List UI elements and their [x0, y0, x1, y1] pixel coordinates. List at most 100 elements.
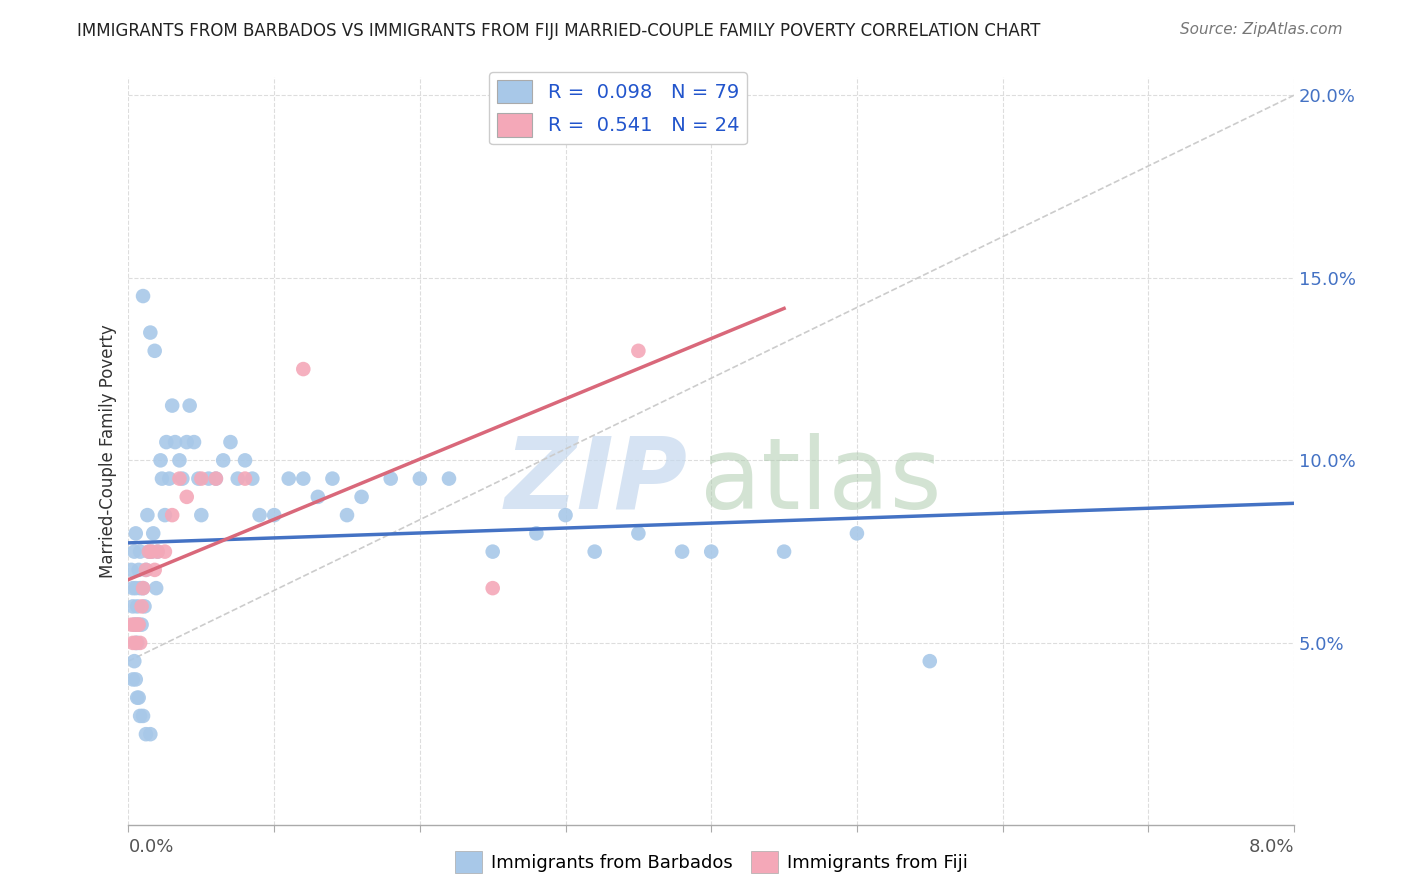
Point: [176, 435, 198, 450]
Point: [554, 508, 576, 522]
Point: [233, 453, 256, 467]
Point: [627, 343, 650, 358]
Point: [132, 581, 155, 595]
Point: [127, 599, 149, 614]
Point: [233, 472, 256, 486]
Point: [121, 636, 143, 650]
Text: IMMIGRANTS FROM BARBADOS VS IMMIGRANTS FROM FIJI MARRIED-COUPLE FAMILY POVERTY C: IMMIGRANTS FROM BARBADOS VS IMMIGRANTS F…: [77, 22, 1040, 40]
Point: [380, 472, 402, 486]
Point: [157, 472, 180, 486]
Point: [321, 472, 343, 486]
Point: [240, 472, 263, 486]
Point: [249, 508, 271, 522]
Point: [142, 526, 165, 541]
Point: [197, 472, 219, 486]
Point: [205, 472, 228, 486]
Point: [135, 563, 157, 577]
Point: [131, 599, 153, 614]
Point: [129, 544, 152, 558]
Point: [124, 617, 146, 632]
Point: [124, 654, 146, 668]
Point: [121, 673, 143, 687]
Point: [127, 617, 149, 632]
Point: [700, 544, 723, 558]
Point: [481, 581, 503, 595]
Point: [132, 581, 155, 595]
Point: [183, 435, 205, 450]
Point: [129, 636, 152, 650]
Point: [172, 472, 194, 486]
Point: [132, 289, 155, 303]
Point: [139, 727, 162, 741]
Point: [627, 526, 650, 541]
Point: [153, 544, 176, 558]
Point: [169, 472, 191, 486]
Point: [336, 508, 359, 522]
Point: [146, 544, 169, 558]
Point: [136, 508, 159, 522]
Point: [179, 399, 201, 413]
Point: [307, 490, 329, 504]
Point: [149, 453, 172, 467]
Point: [143, 343, 166, 358]
Point: [190, 472, 212, 486]
Point: [127, 636, 149, 650]
Point: [125, 636, 148, 650]
Point: [583, 544, 606, 558]
Point: [141, 544, 163, 558]
Point: [292, 472, 315, 486]
Point: [918, 654, 941, 668]
Point: [146, 544, 169, 558]
Text: 8.0%: 8.0%: [1249, 838, 1294, 856]
Point: [150, 472, 173, 486]
Point: [129, 709, 152, 723]
Point: [773, 544, 796, 558]
Point: [138, 544, 160, 558]
Point: [128, 690, 150, 705]
Point: [141, 544, 163, 558]
Point: [128, 617, 150, 632]
Point: [153, 508, 176, 522]
Point: [143, 563, 166, 577]
Point: [127, 690, 149, 705]
Point: [437, 472, 460, 486]
Text: Source: ZipAtlas.com: Source: ZipAtlas.com: [1180, 22, 1343, 37]
Point: [190, 508, 212, 522]
Point: [160, 399, 183, 413]
Point: [155, 435, 177, 450]
Point: [212, 453, 235, 467]
Point: [205, 472, 228, 486]
Point: [277, 472, 299, 486]
Point: [350, 490, 373, 504]
Point: [125, 636, 148, 650]
Point: [124, 617, 146, 632]
Point: [160, 508, 183, 522]
Point: [135, 563, 157, 577]
Y-axis label: Married-Couple Family Poverty: Married-Couple Family Poverty: [100, 325, 117, 578]
Point: [125, 617, 148, 632]
Point: [845, 526, 868, 541]
Point: [409, 472, 432, 486]
Point: [226, 472, 249, 486]
Point: [263, 508, 285, 522]
Point: [121, 599, 143, 614]
Point: [128, 617, 150, 632]
Point: [526, 526, 548, 541]
Point: [125, 526, 148, 541]
Legend: R =  0.098   N = 79, R =  0.541   N = 24: R = 0.098 N = 79, R = 0.541 N = 24: [489, 71, 747, 145]
Point: [145, 581, 167, 595]
Point: [135, 727, 157, 741]
Point: [169, 453, 191, 467]
Text: 0.0%: 0.0%: [128, 838, 174, 856]
Point: [129, 581, 152, 595]
Point: [120, 617, 142, 632]
Point: [128, 563, 150, 577]
Point: [124, 544, 146, 558]
Point: [131, 617, 153, 632]
Text: ZIP: ZIP: [505, 433, 688, 530]
Point: [481, 544, 503, 558]
Point: [121, 581, 143, 595]
Point: [671, 544, 693, 558]
Point: [132, 709, 155, 723]
Point: [165, 435, 187, 450]
